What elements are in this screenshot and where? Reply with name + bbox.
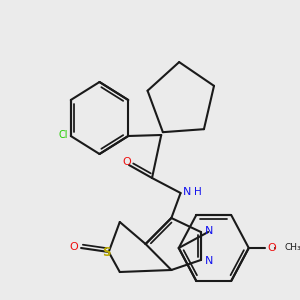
Text: N: N bbox=[205, 226, 213, 236]
Text: S: S bbox=[103, 245, 111, 259]
Text: Cl: Cl bbox=[58, 130, 68, 140]
Text: N: N bbox=[183, 187, 192, 197]
Text: O: O bbox=[123, 157, 131, 167]
Text: O: O bbox=[69, 242, 78, 252]
Text: N: N bbox=[205, 256, 213, 266]
Text: H: H bbox=[194, 187, 202, 197]
Text: O: O bbox=[267, 243, 276, 253]
Text: CH₃: CH₃ bbox=[285, 244, 300, 253]
